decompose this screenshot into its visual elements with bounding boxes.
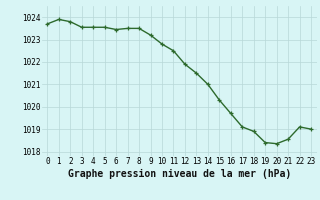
X-axis label: Graphe pression niveau de la mer (hPa): Graphe pression niveau de la mer (hPa): [68, 169, 291, 179]
